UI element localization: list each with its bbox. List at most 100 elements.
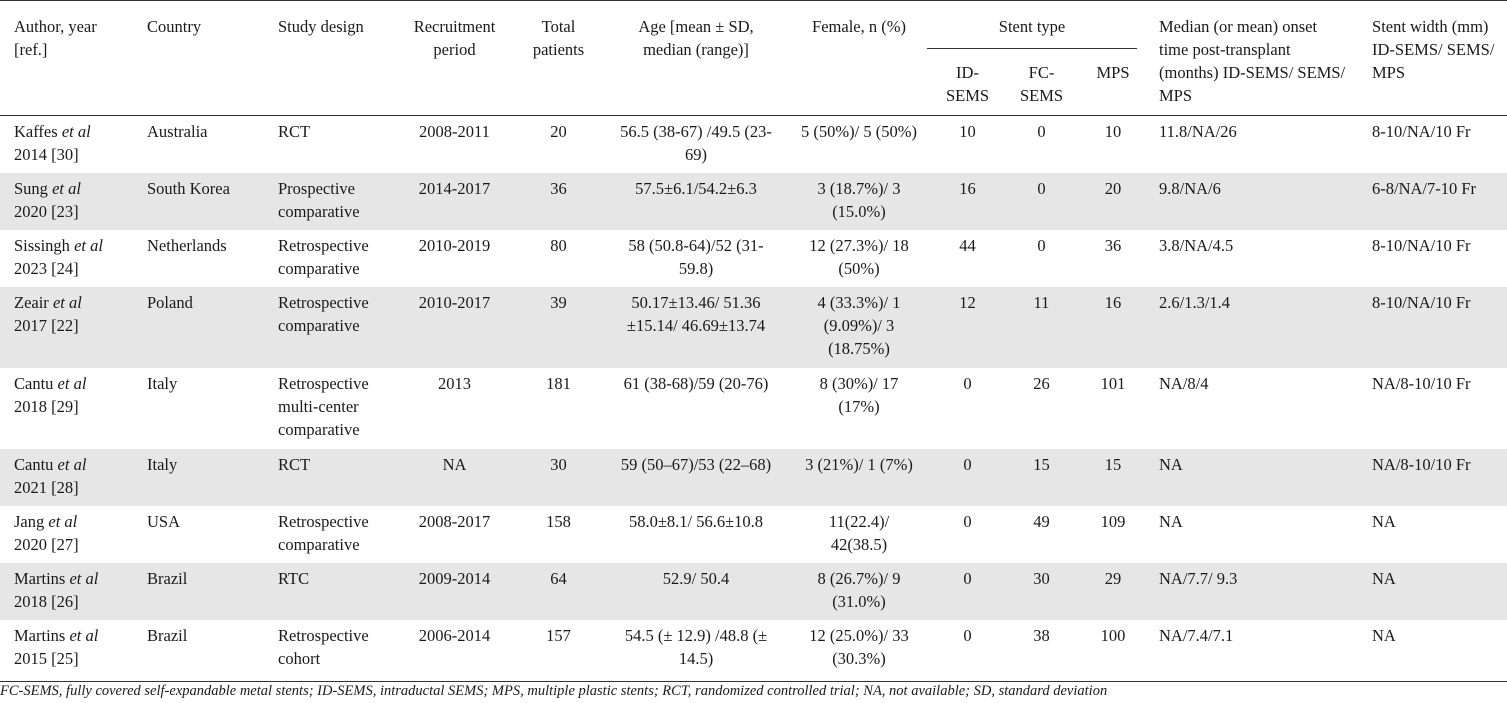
cell-female: 4 (33.3%)/ 1 (9.09%)/ 3 (18.75%) bbox=[785, 286, 927, 368]
author-year: 2018 [26] bbox=[14, 591, 79, 611]
cell-age: 52.9/ 50.4 bbox=[601, 562, 785, 620]
header-age: Age [mean ± SD, median (range)] bbox=[601, 0, 785, 116]
cell-id-sems: 0 bbox=[927, 448, 1002, 506]
table-body: Kaffes et al 2014 [30] Australia RCT 2008-20… bbox=[0, 116, 1507, 677]
author-year: 2014 [30] bbox=[14, 145, 79, 164]
cell-onset: 2.6/1.3/1.4 bbox=[1145, 286, 1359, 368]
cell-fc-sems: 0 bbox=[1037, 235, 1046, 255]
cell-age: 61 (38-68)/59 (20-76) bbox=[623, 373, 769, 393]
cell-author: Zeair et al 2017 [22] bbox=[0, 286, 133, 368]
cell-author: Kaffes et al 2014 [30] bbox=[0, 116, 133, 173]
cell-design: RCT bbox=[278, 122, 311, 141]
cell-mps: 36 bbox=[1104, 235, 1122, 255]
header-design: Study design bbox=[264, 0, 393, 116]
header-id-sems: ID-SEMS bbox=[945, 63, 990, 105]
cell-country: USA bbox=[147, 511, 181, 531]
cell-fc-sems: 11 bbox=[1002, 286, 1075, 368]
header-period: Recruitment period bbox=[393, 0, 510, 116]
cell-period: 2006-2014 bbox=[418, 625, 491, 645]
cell-author: Sissingh et al 2023 [24] bbox=[0, 230, 133, 287]
header-country: Country bbox=[133, 0, 264, 116]
author-year: 2020 [27] bbox=[14, 534, 79, 554]
cell-country: Brazil bbox=[147, 625, 188, 645]
author-name: Martins bbox=[14, 625, 66, 645]
cell-total: 80 bbox=[550, 235, 567, 255]
cell-design: Prospective comparative bbox=[264, 172, 393, 230]
et-al: et al bbox=[57, 373, 87, 393]
cell-id-sems: 0 bbox=[963, 625, 972, 645]
cell-period: 2008-2017 bbox=[418, 511, 491, 531]
header-width: Stent width (mm) ID-SEMS/ SEMS/ MPS bbox=[1358, 0, 1507, 116]
cell-onset: NA bbox=[1145, 448, 1359, 506]
cell-female: 8 (30%)/ 17 (17%) bbox=[819, 373, 899, 416]
cell-fc-sems: 30 bbox=[1002, 562, 1075, 620]
cell-age: 54.5 (± 12.9) /48.8 (± 14.5) bbox=[624, 625, 768, 668]
author-name: Kaffes bbox=[14, 122, 58, 141]
cell-id-sems: 10 bbox=[959, 122, 976, 141]
cell-country: Italy bbox=[147, 373, 178, 393]
table-row: Jang et al 2020 [27] USA Retrospective comp… bbox=[0, 506, 1507, 563]
header-total: Total patients bbox=[510, 0, 601, 116]
cell-period: 2010-2019 bbox=[418, 235, 491, 255]
cell-total: 181 bbox=[546, 373, 571, 393]
cell-country: South Korea bbox=[133, 172, 264, 230]
et-al: et al bbox=[69, 568, 99, 588]
cell-mps: 16 bbox=[1075, 286, 1146, 368]
author-year: 2018 [29] bbox=[14, 396, 79, 416]
cell-period: 2013 bbox=[438, 373, 471, 393]
cell-female: 8 (26.7%)/ 9 (31.0%) bbox=[785, 562, 927, 620]
cell-fc-sems: 49 bbox=[1033, 511, 1050, 531]
cell-author: Cantu et al 2021 [28] bbox=[0, 448, 133, 506]
cell-id-sems: 0 bbox=[927, 562, 1002, 620]
et-al: et al bbox=[69, 625, 99, 645]
cell-total: 39 bbox=[510, 286, 601, 368]
cell-onset: NA/7.4/7.1 bbox=[1159, 625, 1234, 645]
cell-female: 12 (27.3%)/ 18 (50%) bbox=[809, 235, 909, 278]
cell-female: 11(22.4)/ 42(38.5) bbox=[828, 511, 890, 554]
author-name: Zeair bbox=[14, 292, 49, 312]
cell-mps: 10 bbox=[1104, 122, 1122, 141]
cell-female: 12 (25.0%)/ 33 (30.3%) bbox=[809, 625, 909, 668]
header-onset: Median (or mean) onset time post-transpl… bbox=[1145, 0, 1359, 116]
cell-total: 36 bbox=[510, 172, 601, 230]
author-name: Sissingh bbox=[14, 235, 70, 255]
cell-onset: NA bbox=[1159, 511, 1183, 531]
author-year: 2015 [25] bbox=[14, 648, 79, 668]
et-al: et al bbox=[48, 511, 78, 531]
cell-design: Retrospective multi-center comparative bbox=[278, 373, 369, 439]
cell-mps: 100 bbox=[1100, 625, 1126, 645]
cell-period: 2008-2011 bbox=[419, 122, 490, 141]
et-al: et al bbox=[52, 292, 82, 312]
header-mps: MPS bbox=[1096, 63, 1130, 82]
cell-author: Sung et al 2020 [23] bbox=[0, 172, 133, 230]
cell-design: Retrospective comparative bbox=[264, 286, 393, 368]
cell-fc-sems: 15 bbox=[1002, 448, 1075, 506]
author-year: 2021 [28] bbox=[14, 477, 79, 497]
cell-author: Martins et al 2018 [26] bbox=[0, 562, 133, 620]
cell-fc-sems: 26 bbox=[1033, 373, 1050, 393]
author-name: Sung bbox=[14, 178, 48, 198]
table-row: Martins et al 2015 [25] Brazil Retrospectiv… bbox=[0, 620, 1507, 677]
cell-design: Retrospective comparative bbox=[278, 235, 369, 278]
cell-total: 157 bbox=[546, 625, 571, 645]
cell-total: 64 bbox=[510, 562, 601, 620]
cell-period: 2009-2014 bbox=[393, 562, 510, 620]
cell-design: Retrospective cohort bbox=[278, 625, 369, 668]
cell-female: 3 (21%)/ 1 (7%) bbox=[785, 448, 927, 506]
cell-design: RTC bbox=[264, 562, 393, 620]
cell-author: Cantu et al 2018 [29] bbox=[0, 368, 133, 449]
table-header: Author, year [ref.] Country Study design… bbox=[0, 0, 1507, 116]
cell-id-sems: 44 bbox=[959, 235, 976, 255]
table-row: Zeair et al 2017 [22] Poland Retrospective … bbox=[0, 286, 1507, 368]
cell-author: Jang et al 2020 [27] bbox=[0, 506, 133, 563]
cell-fc-sems: 0 bbox=[1002, 172, 1075, 230]
author-year: 2017 [22] bbox=[14, 315, 79, 335]
cell-age: 57.5±6.1/54.2±6.3 bbox=[601, 172, 785, 230]
cell-width: 8-10/NA/10 Fr bbox=[1358, 286, 1507, 368]
author-name: Martins bbox=[14, 568, 66, 588]
cell-id-sems: 0 bbox=[963, 511, 972, 531]
cell-age: 58.0±8.1/ 56.6±10.8 bbox=[628, 511, 764, 531]
cell-design: Retrospective comparative bbox=[278, 511, 369, 554]
cell-total: 30 bbox=[510, 448, 601, 506]
cell-age: 50.17±13.46/ 51.36 ±15.14/ 46.69±13.74 bbox=[601, 286, 785, 368]
